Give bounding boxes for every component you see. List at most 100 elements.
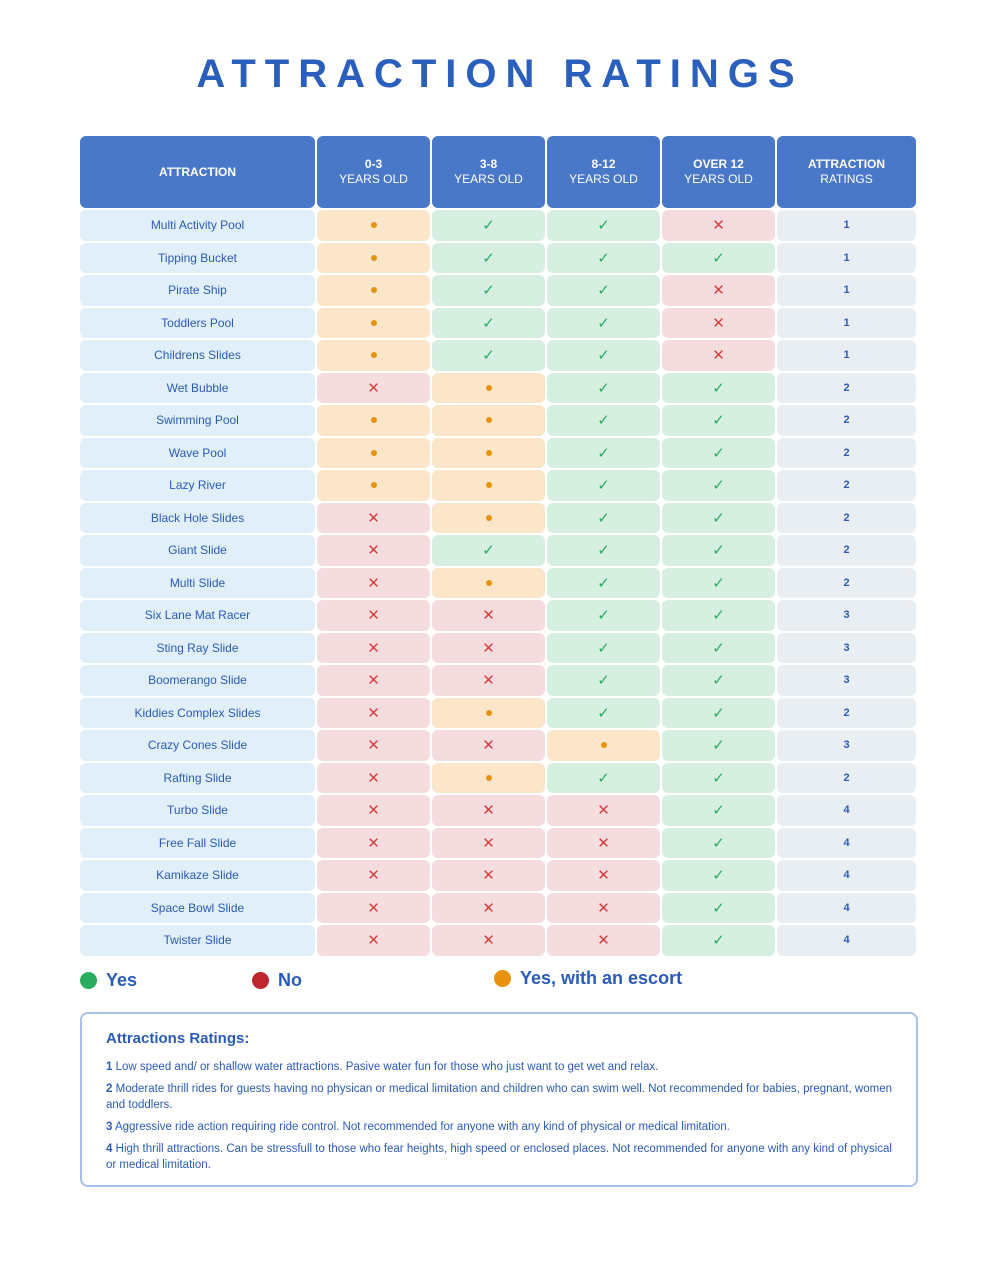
attraction-rating: 4 <box>777 925 916 956</box>
check-icon: ✓ <box>712 769 725 787</box>
escort-dot-icon <box>370 222 377 229</box>
age-cell-escort <box>432 405 545 436</box>
attraction-rating: 2 <box>777 470 916 501</box>
cross-icon: ✕ <box>367 769 380 787</box>
attraction-name: Space Bowl Slide <box>80 892 315 923</box>
cross-icon: ✕ <box>367 737 380 755</box>
notes-list: 1 Low speed and/ or shallow water attrac… <box>106 1059 892 1173</box>
legend-no: No <box>252 970 302 991</box>
attraction-rating: 1 <box>777 307 916 338</box>
age-cell-yes: ✓ <box>662 632 775 663</box>
check-icon: ✓ <box>712 574 725 592</box>
notes-title: Attractions Ratings: <box>106 1030 250 1047</box>
cross-icon: ✕ <box>367 704 380 722</box>
cross-icon: ✕ <box>597 834 610 852</box>
cross-icon: ✕ <box>482 737 495 755</box>
age-cell-yes: ✓ <box>547 600 660 631</box>
rating-note: 4 High thrill attractions. Can be stress… <box>106 1141 892 1173</box>
age-cell-no: ✕ <box>662 307 775 338</box>
age-cell-no: ✕ <box>662 210 775 241</box>
age-cell-no: ✕ <box>317 632 430 663</box>
check-icon: ✓ <box>597 672 610 690</box>
header-line-1: ATTRACTION <box>807 157 886 171</box>
age-cell-no: ✕ <box>547 827 660 858</box>
header-line-1: 8-12 <box>591 157 616 171</box>
check-icon: ✓ <box>597 379 610 397</box>
age-cell-yes: ✓ <box>547 567 660 598</box>
check-icon: ✓ <box>482 282 495 300</box>
attraction-rating: 3 <box>777 665 916 696</box>
check-icon: ✓ <box>712 509 725 527</box>
rating-note: 3 Aggressive ride action requiring ride … <box>106 1119 892 1135</box>
cross-icon: ✕ <box>482 867 495 885</box>
check-icon: ✓ <box>712 542 725 560</box>
age-cell-no: ✕ <box>662 275 775 306</box>
attraction-name: Kiddies Complex Slides <box>80 697 315 728</box>
check-icon: ✓ <box>597 444 610 462</box>
age-cell-escort <box>317 242 430 273</box>
cross-icon: ✕ <box>367 867 380 885</box>
age-cell-no: ✕ <box>432 827 545 858</box>
attraction-name: Turbo Slide <box>80 795 315 826</box>
age-cell-yes: ✓ <box>662 502 775 533</box>
cross-icon: ✕ <box>712 282 725 300</box>
cross-icon: ✕ <box>482 672 495 690</box>
attraction-name: Six Lane Mat Racer <box>80 600 315 631</box>
header-line-1: 3-8 <box>479 157 498 171</box>
note-number: 3 <box>106 1121 113 1133</box>
age-cell-escort <box>432 762 545 793</box>
escort-dot-icon <box>370 449 377 456</box>
attraction-name: Kamikaze Slide <box>80 860 315 891</box>
age-cell-escort <box>547 730 660 761</box>
check-icon: ✓ <box>597 704 610 722</box>
note-number: 1 <box>106 1061 113 1073</box>
age-cell-no: ✕ <box>317 567 430 598</box>
cross-icon: ✕ <box>482 639 495 657</box>
escort-dot-icon <box>485 579 492 586</box>
age-cell-escort <box>317 405 430 436</box>
escort-dot-icon <box>485 482 492 489</box>
age-cell-yes: ✓ <box>662 437 775 468</box>
age-cell-yes: ✓ <box>432 340 545 371</box>
note-text: Low speed and/ or shallow water attracti… <box>112 1061 659 1073</box>
attraction-name: Giant Slide <box>80 535 315 566</box>
cross-icon: ✕ <box>712 314 725 332</box>
header-line-1: OVER 12 <box>693 157 744 171</box>
check-icon: ✓ <box>597 607 610 625</box>
age-cell-no: ✕ <box>662 340 775 371</box>
attraction-rating: 2 <box>777 762 916 793</box>
cross-icon: ✕ <box>367 542 380 560</box>
check-icon: ✓ <box>597 347 610 365</box>
age-cell-no: ✕ <box>432 665 545 696</box>
check-icon: ✓ <box>712 444 725 462</box>
age-cell-no: ✕ <box>432 892 545 923</box>
age-cell-yes: ✓ <box>662 860 775 891</box>
age-cell-yes: ✓ <box>662 762 775 793</box>
attraction-rating: 1 <box>777 242 916 273</box>
ratings-notes: Attractions Ratings: 1 Low speed and/ or… <box>80 1012 918 1187</box>
legend-no-label: No <box>278 970 302 990</box>
escort-dot-icon <box>370 482 377 489</box>
attraction-name: Tipping Bucket <box>80 242 315 273</box>
header-line-1: 0-3 <box>364 157 383 171</box>
check-icon: ✓ <box>712 639 725 657</box>
escort-dot-icon <box>485 774 492 781</box>
age-cell-escort <box>432 502 545 533</box>
age-cell-yes: ✓ <box>662 795 775 826</box>
header-cell-1: 0-3 YEARS OLD <box>317 136 430 208</box>
cross-icon: ✕ <box>367 509 380 527</box>
age-cell-yes: ✓ <box>547 535 660 566</box>
check-icon: ✓ <box>712 477 725 495</box>
attraction-name: Childrens Slides <box>80 340 315 371</box>
check-icon: ✓ <box>597 542 610 560</box>
header-cell-2: 3-8 YEARS OLD <box>432 136 545 208</box>
attraction-rating: 2 <box>777 372 916 403</box>
age-cell-no: ✕ <box>317 697 430 728</box>
age-cell-no: ✕ <box>432 860 545 891</box>
header-line-2: YEARS OLD <box>569 172 638 186</box>
cross-icon: ✕ <box>712 347 725 365</box>
attraction-rating: 3 <box>777 632 916 663</box>
cross-icon: ✕ <box>367 607 380 625</box>
age-cell-escort <box>317 340 430 371</box>
attraction-rating: 2 <box>777 437 916 468</box>
